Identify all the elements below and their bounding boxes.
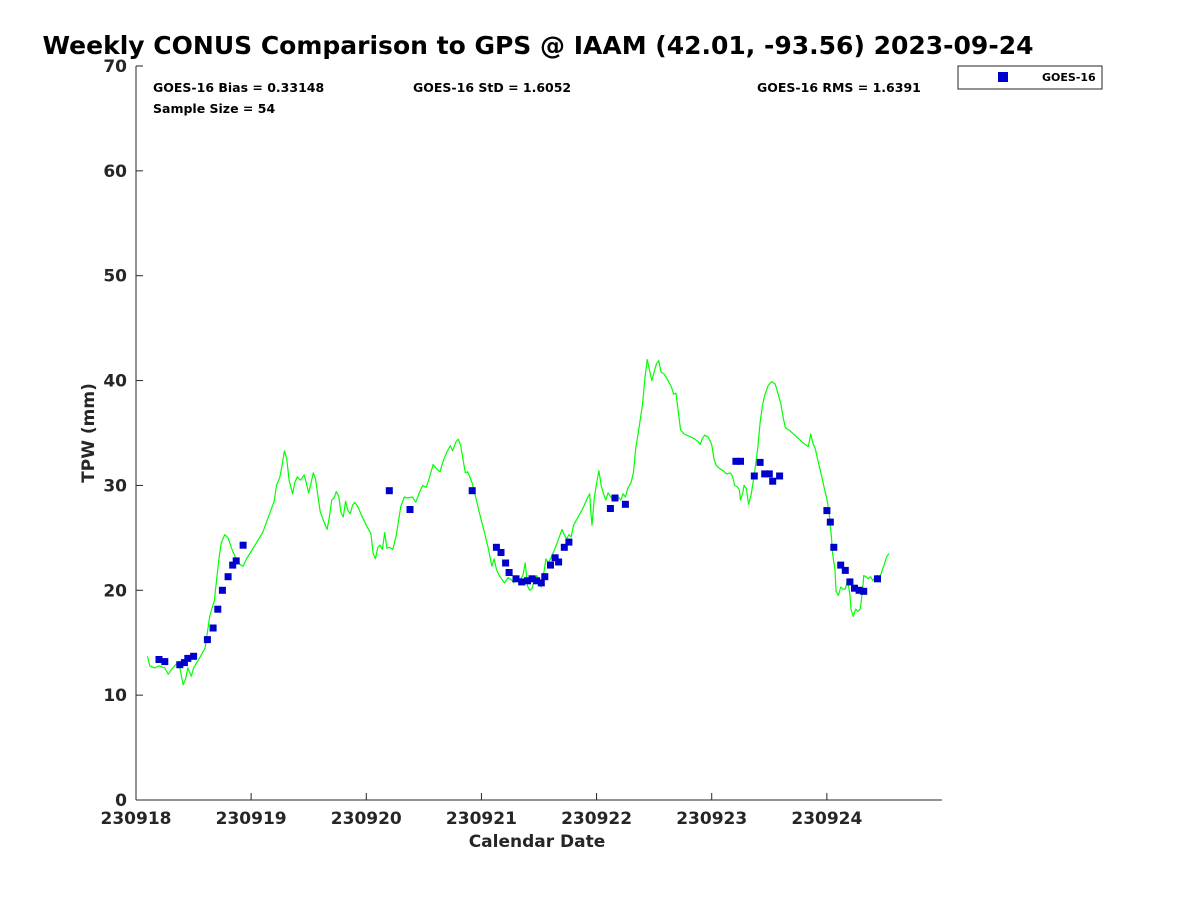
- goes16-point: [218, 586, 226, 594]
- goes16-point: [406, 506, 414, 513]
- x-tick-label: 230918: [101, 809, 172, 829]
- goes16-point: [761, 470, 769, 478]
- goes16-point: [224, 573, 232, 581]
- goes16-point: [468, 487, 476, 495]
- goes16-point: [176, 661, 184, 669]
- goes16-point: [765, 470, 773, 478]
- goes16-point: [518, 578, 526, 586]
- goes16-point: [606, 505, 614, 512]
- x-tick-label: 230921: [446, 809, 517, 829]
- goes16-point: [826, 518, 834, 526]
- goes16-point: [750, 472, 758, 480]
- y-axis-ticks: 0 10 20 30 40 50 60 70: [103, 57, 143, 811]
- goes16-point: [732, 457, 740, 465]
- legend-label-goes16: GOES-16: [1042, 71, 1096, 84]
- goes16-point: [855, 586, 863, 594]
- sample-size-stat: Sample Size = 54: [153, 101, 275, 116]
- x-axis-label: Calendar Date: [469, 832, 606, 852]
- y-tick-label: 40: [103, 372, 127, 392]
- goes16-point: [180, 659, 188, 667]
- goes16-point: [846, 578, 854, 586]
- goes16-point: [497, 549, 505, 556]
- goes16-point: [492, 543, 500, 551]
- legend: GOES-16: [957, 65, 1103, 90]
- goes16-point: [524, 577, 531, 585]
- goes16-point: [851, 584, 858, 592]
- legend-box: [957, 65, 1103, 90]
- goes16-point: [541, 573, 549, 581]
- chart-title: Weekly CONUS Comparison to GPS @ IAAM (4…: [43, 31, 1034, 60]
- goes16-point: [533, 577, 541, 585]
- goes16-point: [860, 587, 868, 595]
- rms-stat: GOES-16 RMS = 1.6391: [757, 80, 921, 95]
- goes16-point: [776, 472, 784, 480]
- y-tick-label: 70: [103, 57, 127, 77]
- goes16-point: [874, 575, 881, 583]
- y-tick-label: 60: [103, 162, 127, 182]
- goes16-point: [560, 543, 568, 551]
- goes16-point: [505, 569, 513, 576]
- x-axis-ticks: 230918 230919 230920 230921 230922 230923 2309…: [101, 793, 863, 829]
- goes16-point: [214, 605, 222, 613]
- goes16-point: [737, 457, 744, 465]
- goes16-point: [756, 458, 764, 466]
- std-stat: GOES-16 StD = 1.6052: [413, 80, 571, 95]
- gps-tpw-line: [146, 359, 890, 686]
- x-tick-label: 230920: [331, 809, 402, 829]
- series-layer: [146, 359, 890, 686]
- x-tick-label: 230924: [791, 809, 862, 829]
- goes16-point: [823, 507, 831, 515]
- goes16-point: [537, 579, 545, 587]
- y-tick-label: 0: [115, 791, 127, 811]
- y-tick-label: 10: [103, 686, 127, 706]
- goes16-point: [190, 652, 198, 660]
- y-tick-label: 20: [103, 581, 127, 601]
- goes16-point: [232, 557, 240, 565]
- x-tick-label: 230919: [216, 809, 287, 829]
- goes16-point: [512, 575, 520, 583]
- goes16-point: [621, 500, 629, 508]
- goes16-point: [528, 575, 536, 583]
- goes16-point: [385, 487, 393, 495]
- x-tick-label: 230923: [676, 809, 747, 829]
- goes16-point: [502, 559, 510, 567]
- goes16-point: [611, 494, 619, 502]
- goes16-point: [209, 624, 217, 632]
- goes16-point: [229, 561, 237, 569]
- goes16-point: [155, 656, 163, 663]
- legend-marker-goes16: [998, 72, 1008, 82]
- y-axis-label: TPW (mm): [79, 383, 99, 483]
- goes16-point: [203, 636, 211, 644]
- goes16-point: [841, 566, 849, 574]
- y-tick-label: 50: [103, 267, 127, 287]
- goes16-point: [239, 541, 247, 549]
- goes16-point: [547, 561, 554, 569]
- bias-stat: GOES-16 Bias = 0.33148: [153, 80, 324, 95]
- goes16-point: [837, 561, 845, 569]
- goes16-point: [565, 538, 573, 546]
- y-tick-label: 30: [103, 476, 127, 496]
- goes16-point: [769, 477, 777, 485]
- goes16-point: [830, 543, 838, 551]
- goes16-point: [555, 558, 563, 566]
- goes16-point: [161, 658, 169, 666]
- goes16-point: [184, 654, 192, 662]
- goes16-point: [551, 554, 559, 562]
- x-tick-label: 230922: [561, 809, 632, 829]
